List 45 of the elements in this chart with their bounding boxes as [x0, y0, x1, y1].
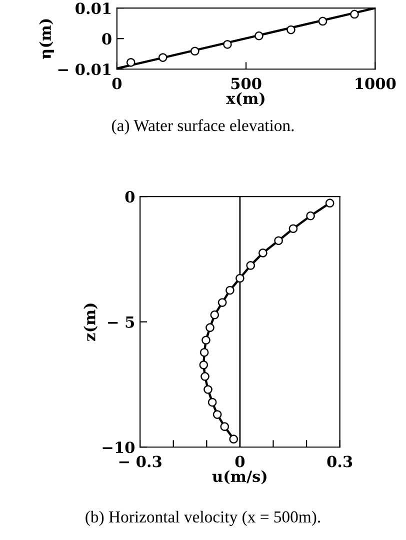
- x-tick-label: 1000: [356, 78, 396, 90]
- x-tick-label: − 0.3: [119, 456, 162, 468]
- point: [229, 434, 238, 444]
- point: [274, 236, 283, 246]
- y-tick-label: 0.01: [76, 2, 111, 14]
- point: [208, 398, 217, 407]
- x-axis-title: u(m/s): [212, 470, 266, 484]
- point: [218, 298, 227, 307]
- y-axis-title: η(m): [39, 19, 54, 59]
- y-axis-title: z(m): [84, 304, 98, 341]
- point: [204, 385, 212, 394]
- point: [236, 274, 244, 283]
- point: [306, 211, 315, 220]
- point: [226, 286, 234, 295]
- point: [258, 248, 268, 258]
- x-tick-label: 0.3: [327, 456, 352, 468]
- point: [199, 360, 208, 370]
- point: [212, 410, 222, 419]
- point: [318, 16, 328, 26]
- point: [126, 58, 136, 67]
- point: [254, 31, 264, 40]
- text: (a) Water surface elevation.: [112, 119, 294, 135]
- point: [223, 40, 232, 49]
- y-tick-label: −10: [102, 442, 134, 454]
- x-tick-label: 0: [235, 456, 245, 468]
- y-tick-label: − 0.01: [58, 64, 111, 76]
- point: [286, 25, 296, 34]
- point: [202, 336, 210, 345]
- point: [158, 53, 168, 62]
- x-axis-title: x(m): [226, 92, 264, 106]
- point: [288, 224, 298, 234]
- text: (b) Horizontal velocity (x = 500m).: [86, 510, 320, 526]
- point: [190, 46, 200, 56]
- y-tick-label: 0: [125, 191, 134, 203]
- x-tick-label: 500: [231, 78, 262, 90]
- y-tick-label: − 5: [108, 316, 134, 328]
- point: [200, 348, 209, 357]
- point: [220, 422, 230, 431]
- point: [325, 198, 334, 208]
- point: [206, 323, 214, 332]
- point: [350, 10, 359, 19]
- point: [210, 310, 220, 320]
- y-tick-label: 0: [102, 33, 112, 45]
- point: [200, 372, 210, 381]
- point: [246, 261, 256, 270]
